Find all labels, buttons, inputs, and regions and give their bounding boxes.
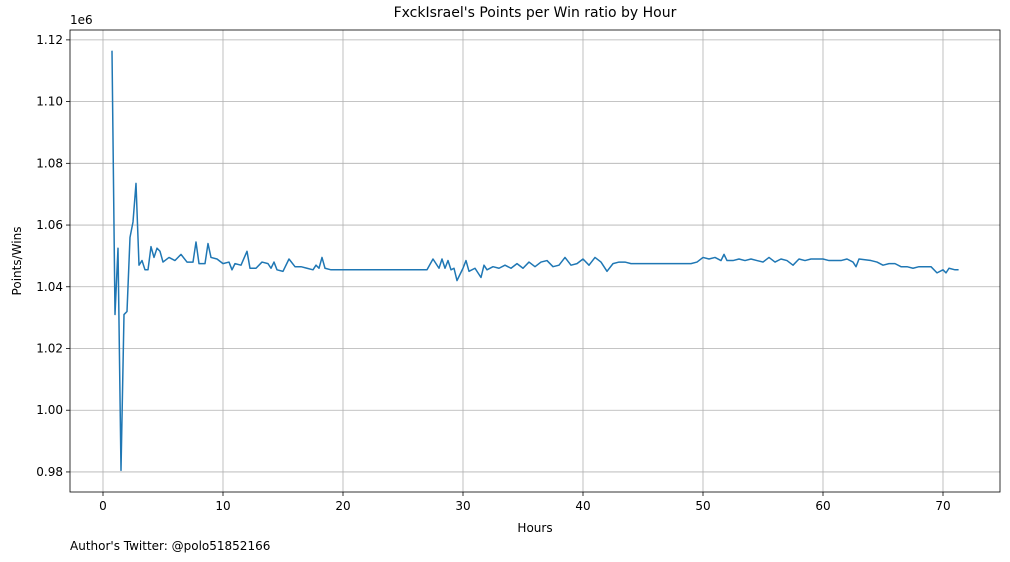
x-axis-label: Hours: [517, 521, 552, 535]
x-tick-label: 40: [575, 499, 590, 513]
plot-frame: [69, 29, 1001, 493]
x-tick-label: 0: [99, 499, 107, 513]
y-tick-label: 1.10: [36, 95, 63, 109]
y-tick-label: 1.08: [36, 156, 63, 170]
y-tick-label: 0.98: [36, 465, 63, 479]
chart-title: FxckIsrael's Points per Win ratio by Hou…: [394, 5, 677, 21]
y-axis-label: Points/Wins: [10, 227, 24, 296]
y-tick-label: 1.02: [36, 341, 63, 355]
y-tick-label: 1.00: [36, 403, 63, 417]
x-tick-label: 20: [335, 499, 350, 513]
data-line: [111, 50, 959, 472]
y-tick-label: 1.06: [36, 218, 63, 232]
y-tick-label: 1.12: [36, 33, 63, 47]
footnote: Author's Twitter: @polo51852166: [70, 539, 270, 553]
x-tick-label: 30: [455, 499, 470, 513]
x-tick-label: 50: [695, 499, 710, 513]
y-offset-label: 1e6: [70, 13, 93, 27]
x-tick-label: 60: [815, 499, 830, 513]
x-tick-label: 10: [215, 499, 230, 513]
y-tick-label: 1.04: [36, 280, 63, 294]
x-tick-label: 70: [935, 499, 950, 513]
